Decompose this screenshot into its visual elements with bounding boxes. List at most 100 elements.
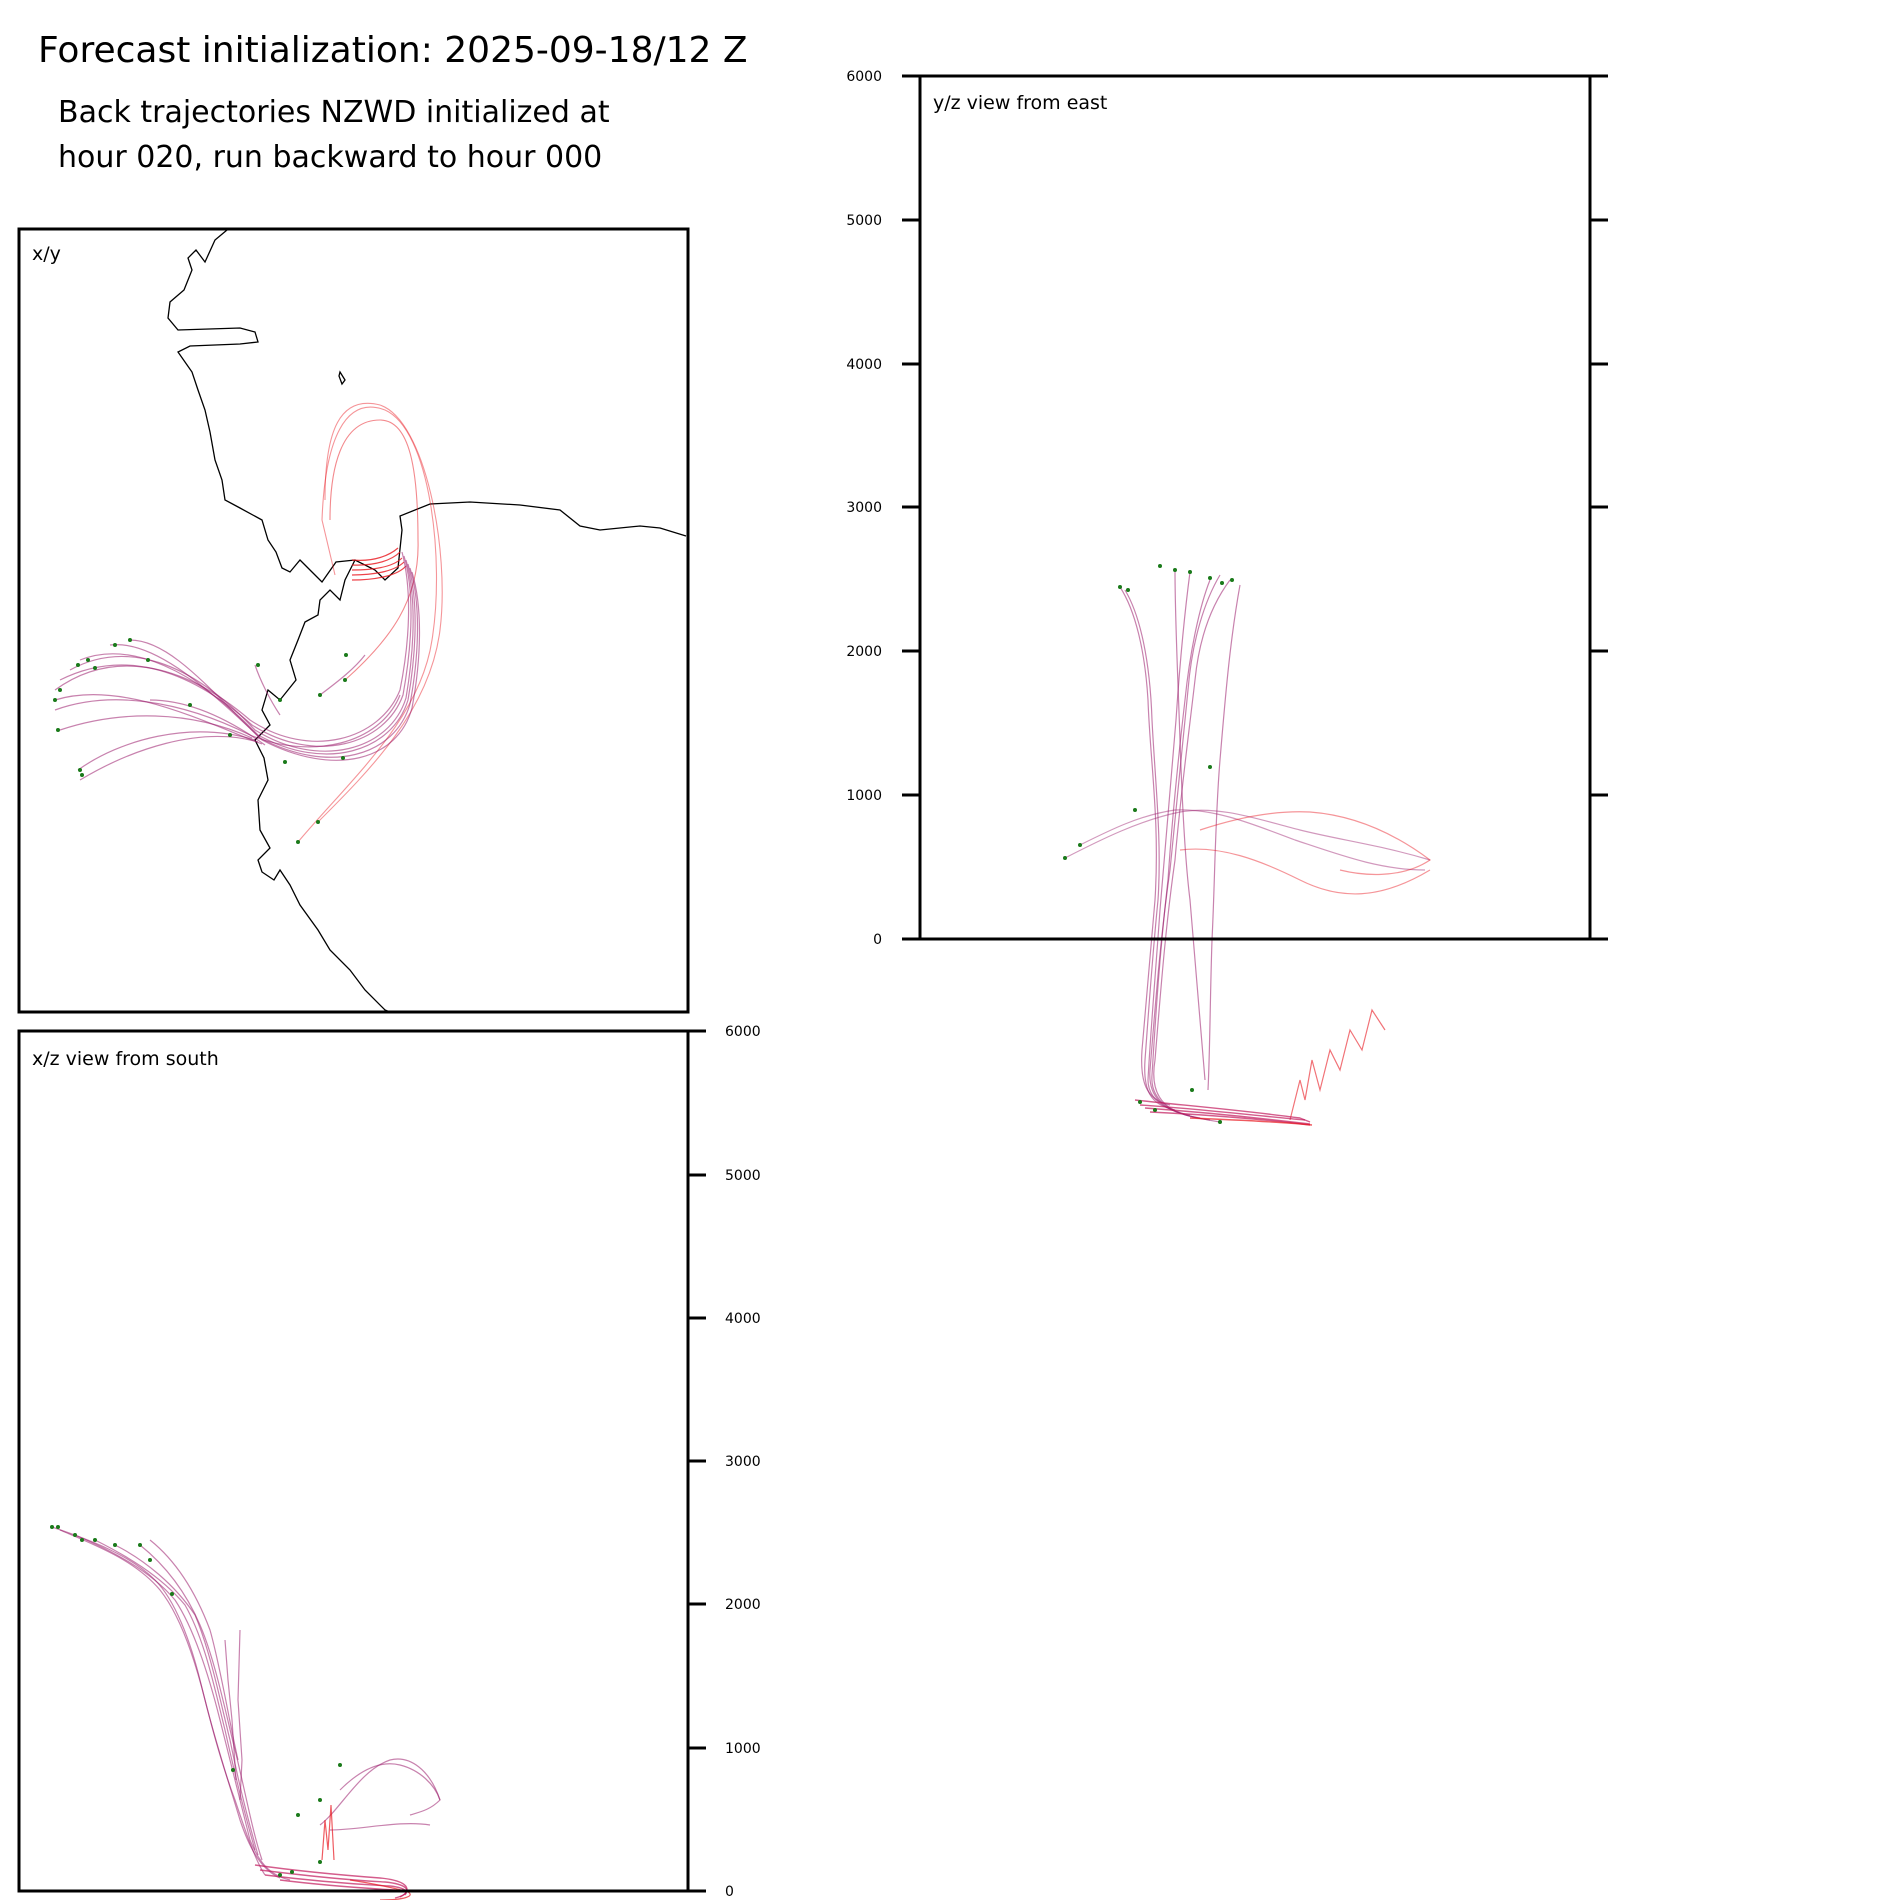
start-marker <box>343 678 347 682</box>
start-marker <box>146 658 150 662</box>
xz-start-markers <box>50 1525 342 1877</box>
y-tick-label: 2000 <box>725 1597 761 1613</box>
start-marker <box>290 1870 294 1874</box>
start-marker <box>228 733 232 737</box>
start-marker <box>1078 843 1082 847</box>
start-marker <box>1138 1100 1142 1104</box>
start-marker <box>56 1525 60 1529</box>
xz-panel-frame <box>17 1029 690 1893</box>
coastline <box>167 229 687 584</box>
start-marker <box>318 693 322 697</box>
start-marker <box>341 756 345 760</box>
start-marker <box>170 1592 174 1596</box>
start-marker <box>1230 578 1234 582</box>
figure-subtitle: Back trajectories NZWD initialized at ho… <box>58 95 610 175</box>
yz-start-markers <box>1063 564 1234 1124</box>
y-tick-label: 1000 <box>725 1741 761 1757</box>
start-marker <box>278 698 282 702</box>
yz-right-axis <box>1590 74 1608 941</box>
start-marker <box>93 666 97 670</box>
y-tick-label: 4000 <box>846 357 882 373</box>
start-marker <box>296 840 300 844</box>
start-marker <box>1173 568 1177 572</box>
start-marker <box>1218 1120 1222 1124</box>
start-marker <box>93 1538 97 1542</box>
y-tick-label: 3000 <box>846 500 882 516</box>
start-marker <box>1133 808 1137 812</box>
coastline <box>338 370 346 386</box>
xz-trajectories <box>51 1526 441 1881</box>
yz-panel-label: y/z view from east <box>933 92 1107 114</box>
start-marker <box>1188 570 1192 574</box>
start-marker <box>1153 1108 1157 1112</box>
start-marker <box>1126 588 1130 592</box>
start-marker <box>296 1813 300 1817</box>
start-marker <box>128 638 132 642</box>
start-marker <box>316 820 320 824</box>
start-marker <box>80 773 84 777</box>
y-tick-label: 0 <box>725 1884 734 1900</box>
trajectory-line <box>317 402 443 823</box>
start-marker <box>1190 1088 1194 1092</box>
start-marker <box>283 760 287 764</box>
y-tick-label: 6000 <box>846 69 882 85</box>
start-marker <box>58 688 62 692</box>
start-marker <box>1118 585 1122 589</box>
y-tick-label: 2000 <box>846 644 882 660</box>
xz-panel: 6000 5000 4000 3000 2000 1000 0 x/z view… <box>17 1024 761 1900</box>
yz-panel-frame <box>918 74 1592 941</box>
start-marker <box>73 1533 77 1537</box>
start-marker <box>76 663 80 667</box>
yz-tick-labels: 6000 5000 4000 3000 2000 1000 0 <box>846 69 882 948</box>
y-tick-label: 0 <box>873 932 882 948</box>
xz-right-axis <box>688 1029 706 1893</box>
y-tick-label: 3000 <box>725 1454 761 1470</box>
y-tick-label: 4000 <box>725 1311 761 1327</box>
xy-panel-label: x/y <box>32 243 61 265</box>
start-marker <box>86 658 90 662</box>
xz-bundle-bottom <box>254 1864 408 1899</box>
xz-tick-labels: 6000 5000 4000 3000 2000 1000 0 <box>725 1024 761 1900</box>
xy-panel-frame <box>17 227 690 1014</box>
start-marker <box>78 768 82 772</box>
trajectory-line <box>329 419 419 681</box>
start-marker <box>278 1873 282 1877</box>
start-marker <box>50 1525 54 1529</box>
start-marker <box>53 698 57 702</box>
start-marker <box>80 1538 84 1542</box>
figure-title: Forecast initialization: 2025-09-18/12 Z <box>38 30 748 71</box>
start-marker <box>318 1798 322 1802</box>
trajectory-line <box>297 406 438 843</box>
start-marker <box>231 1768 235 1772</box>
start-marker <box>344 653 348 657</box>
start-marker <box>1158 564 1162 568</box>
xy-panel: x/y <box>17 227 690 1014</box>
start-marker <box>113 643 117 647</box>
start-marker <box>318 1860 322 1864</box>
trajectory-start-markers <box>53 638 348 844</box>
xz-panel-label: x/z view from south <box>32 1048 219 1070</box>
yz-left-axis <box>902 74 920 941</box>
trajectory-bundle-purple <box>54 551 421 781</box>
start-marker <box>1063 856 1067 860</box>
start-marker <box>338 1763 342 1767</box>
trajectory-bundle-red <box>351 547 407 581</box>
y-tick-label: 5000 <box>725 1168 761 1184</box>
start-marker <box>56 728 60 732</box>
start-marker <box>1208 765 1212 769</box>
y-tick-label: 6000 <box>725 1024 761 1040</box>
yz-bundle-bottom <box>1134 1099 1313 1126</box>
start-marker <box>256 663 260 667</box>
y-tick-label: 1000 <box>846 788 882 804</box>
start-marker <box>138 1543 142 1547</box>
yz-panel: 6000 5000 4000 3000 2000 1000 0 y/z view… <box>846 69 1608 1126</box>
start-marker <box>1208 576 1212 580</box>
start-marker <box>148 1558 152 1562</box>
start-marker <box>113 1543 117 1547</box>
start-marker <box>188 703 192 707</box>
y-tick-label: 5000 <box>846 213 882 229</box>
coastline <box>254 559 391 1013</box>
yz-trajectories <box>1064 569 1432 1123</box>
start-marker <box>1220 581 1224 585</box>
